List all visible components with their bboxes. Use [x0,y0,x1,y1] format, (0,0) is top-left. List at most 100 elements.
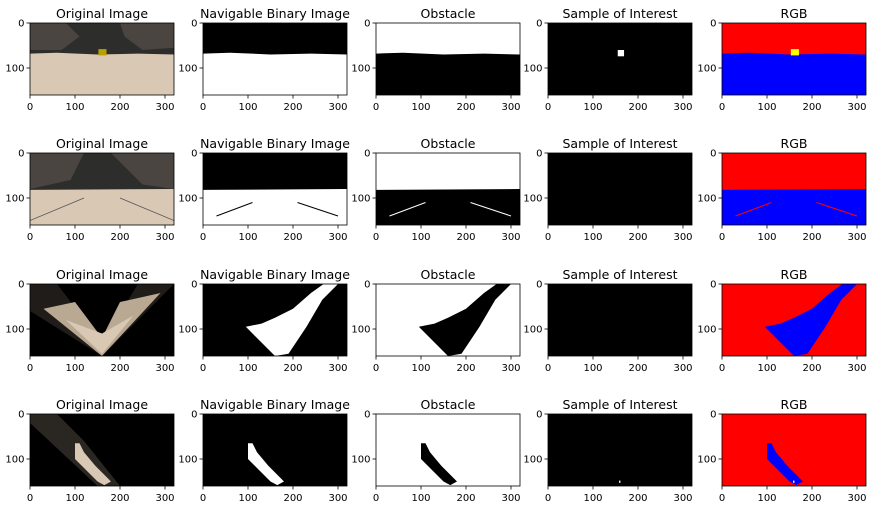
x-tick-label: 300 [673,363,692,374]
image-content [722,23,866,95]
image-content [548,153,692,225]
x-tick-label: 200 [283,493,302,504]
grid-line [735,202,772,217]
x-tick-label: 300 [155,493,174,504]
y-tick-label: 0 [710,19,716,30]
x-tick-label: 300 [847,493,866,504]
x-tick-label: 200 [628,102,647,113]
x-tick-label: 300 [155,232,174,243]
y-tick-label: 0 [364,410,370,421]
obstacle-inverse [421,443,457,486]
x-tick-label: 100 [65,363,84,374]
x-tick-label: 300 [328,363,347,374]
panel-title: RGB [781,267,808,282]
grid-line [119,197,174,221]
y-tick-label: 0 [364,19,370,30]
image-content [722,284,866,356]
x-tick-label: 100 [757,232,776,243]
x-tick-label: 100 [411,232,430,243]
y-tick-label: 0 [18,19,24,30]
panel-r3-c2: Obstacle 0 100 200 300 0 100 [351,397,520,504]
image-content [30,23,174,95]
image-content [203,414,347,486]
panel-title: Navigable Binary Image [200,267,350,282]
x-tick-label: 200 [456,493,475,504]
x-tick-label: 100 [583,102,602,113]
panel-title: Navigable Binary Image [200,397,350,412]
y-tick-label: 100 [178,325,197,336]
panel-r1-c3: Sample of Interest 0 100 200 300 0 100 [523,136,692,243]
x-tick-label: 200 [456,102,475,113]
x-tick-label: 300 [501,363,520,374]
obstacle-inverse [376,52,520,95]
x-tick-label: 200 [802,363,821,374]
x-tick-label: 300 [673,493,692,504]
axes-frame [547,152,693,226]
warped-ground [43,293,161,356]
x-tick-label: 200 [110,493,129,504]
y-tick-label: 100 [523,194,542,205]
x-tick-label: 100 [65,102,84,113]
x-tick-label: 300 [847,232,866,243]
y-tick-label: 100 [178,194,197,205]
x-tick-label: 100 [583,493,602,504]
axes-frame [721,413,867,487]
panel-title: Obstacle [421,136,476,151]
x-tick-label: 300 [501,102,520,113]
image-content [30,414,174,486]
ground-region [30,189,174,225]
x-tick-label: 200 [456,232,475,243]
y-tick-label: 100 [5,325,24,336]
image-content [376,23,520,95]
x-tick-label: 100 [757,493,776,504]
axes-frame [202,22,348,96]
x-tick-label: 100 [411,102,430,113]
x-tick-label: 300 [328,232,347,243]
grid-line [470,202,512,217]
x-tick-label: 100 [238,232,257,243]
axes-frame [202,152,348,226]
rgb-navigable [722,52,866,95]
navigable-region [203,189,347,225]
x-tick-label: 200 [110,232,129,243]
x-tick-label: 300 [847,363,866,374]
panel-title: Original Image [56,6,148,21]
x-tick-label: 100 [238,363,257,374]
rgb-sample [790,49,799,56]
panel-title: Sample of Interest [562,136,677,151]
x-tick-label: 0 [719,102,725,113]
image-content [722,414,866,486]
x-tick-label: 0 [27,493,33,504]
panel-title: Obstacle [421,6,476,21]
image-content [30,153,174,225]
image-content [376,414,520,486]
image-background [548,23,692,95]
x-tick-label: 100 [411,493,430,504]
y-tick-label: 100 [697,194,716,205]
image-background [548,414,692,486]
rgb-navigable [767,443,803,486]
x-tick-label: 200 [802,232,821,243]
image-content [203,23,347,95]
y-tick-label: 100 [5,455,24,466]
y-tick-label: 100 [697,455,716,466]
image-content [203,284,347,356]
warped-highlight [66,315,134,354]
image-background [548,284,692,356]
panel-title: Original Image [56,267,148,282]
obstacle-inverse [418,284,511,356]
image-content [548,23,692,95]
x-tick-label: 100 [238,102,257,113]
x-tick-label: 200 [628,232,647,243]
panel-title: Navigable Binary Image [200,136,350,151]
panel-title: Sample of Interest [562,397,677,412]
x-tick-label: 0 [373,363,379,374]
ground-region [30,52,174,95]
y-tick-label: 100 [5,64,24,75]
x-tick-label: 0 [27,363,33,374]
panel-r3-c4: RGB 0 100 200 300 0 100 [697,397,866,504]
y-tick-label: 100 [523,325,542,336]
axes-frame [375,283,521,357]
